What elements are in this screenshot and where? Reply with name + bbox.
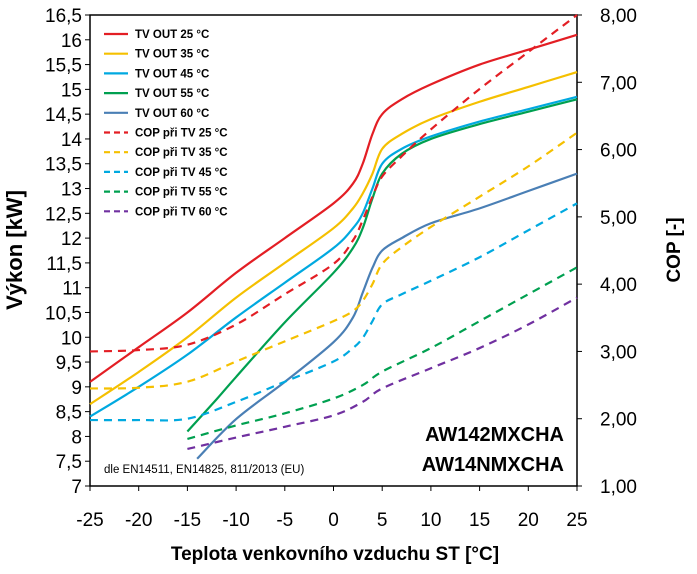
y-right-tick-label: 4,00 (600, 275, 637, 296)
x-axis-ticks: -25 -20 -15 -10 -5 0 5 10 15 20 25 (76, 486, 588, 531)
legend: TV OUT 25 °C TV OUT 35 °C TV OUT 45 °C TV O… (104, 29, 228, 218)
x-tick-label: 10 (420, 510, 441, 531)
y-right-tick-label: 1,00 (600, 477, 637, 498)
y-left-tick-label: 14 (61, 130, 83, 151)
legend-label: COP při TV 60 °C (135, 206, 228, 218)
y-right-tick-label: 3,00 (600, 342, 637, 363)
legend-label: COP při TV 25 °C (135, 128, 228, 140)
y-left-axis-title: Výkon [kW] (2, 190, 27, 310)
series-line-1 (89, 33, 578, 383)
x-tick-label: -15 (174, 510, 201, 531)
series-line-2 (89, 70, 578, 406)
y-right-axis-title: COP [-] (664, 217, 685, 282)
legend-label: TV OUT 60 °C (135, 108, 209, 120)
series-line-7 (89, 131, 578, 390)
series-line-8 (89, 202, 578, 422)
model-label-1: AW142MXCHA (425, 424, 564, 446)
legend-label: COP při TV 55 °C (135, 187, 228, 199)
y-right-tick-label: 8,00 (600, 6, 637, 27)
x-tick-label: 20 (518, 510, 539, 531)
series-line-10 (187, 296, 578, 451)
y-left-tick-label: 15,5 (45, 56, 82, 77)
plot-area (89, 14, 578, 487)
series-line-9 (187, 266, 578, 440)
y-left-tick-label: 14,5 (45, 105, 82, 126)
y-left-tick-label: 10 (61, 328, 82, 349)
x-tick-label: -5 (276, 510, 293, 531)
y-left-tick-label: 12 (61, 229, 82, 250)
x-tick-label: -20 (125, 510, 152, 531)
legend-label: COP při TV 45 °C (135, 167, 228, 179)
y-left-tick-label: 7,5 (56, 452, 82, 473)
y-right-tick-label: 6,00 (600, 141, 637, 162)
legend-label: COP při TV 35 °C (135, 147, 228, 159)
right-axis-ticks: 1,00 2,00 3,00 4,00 5,00 6,00 7,00 8,00 (577, 6, 637, 498)
left-axis-ticks: 7 7,5 8 8,5 9 9,5 10 10,5 11 11,5 12 12,5 13 13,5 14 14… (45, 6, 90, 498)
y-right-tick-label: 2,00 (600, 410, 637, 431)
legend-label: TV OUT 35 °C (135, 49, 209, 61)
y-left-tick-label: 8 (71, 427, 82, 448)
series-line-4 (186, 98, 578, 433)
legend-label: TV OUT 45 °C (135, 68, 209, 80)
model-label-2: AW14NMXCHA (422, 454, 564, 476)
y-left-tick-label: 16 (61, 31, 82, 52)
y-left-tick-label: 13,5 (45, 155, 82, 176)
series-line-3 (89, 95, 578, 418)
x-tick-label: 15 (469, 510, 490, 531)
series-line-6 (89, 14, 578, 353)
y-left-tick-label: 16,5 (45, 6, 82, 27)
x-tick-label: -10 (222, 510, 249, 531)
y-left-tick-label: 7 (71, 477, 82, 498)
y-left-tick-label: 11,5 (46, 254, 82, 275)
x-tick-label: 5 (377, 510, 388, 531)
y-left-tick-label: 10,5 (45, 303, 82, 324)
legend-label: TV OUT 25 °C (135, 29, 209, 41)
y-right-tick-label: 7,00 (600, 73, 637, 94)
x-tick-label: -25 (76, 510, 103, 531)
series-layer (89, 14, 578, 460)
standards-note: dle EN14511, EN14825, 811/2013 (EU) (104, 464, 304, 476)
legend-label: TV OUT 55 °C (135, 88, 209, 100)
y-left-tick-label: 13 (61, 180, 82, 201)
y-left-tick-label: 15 (61, 80, 82, 101)
y-left-tick-label: 8,5 (56, 403, 82, 424)
y-left-tick-label: 9 (71, 378, 82, 399)
x-tick-label: 25 (566, 510, 587, 531)
y-left-tick-label: 9,5 (56, 353, 82, 374)
y-right-tick-label: 5,00 (600, 208, 637, 229)
x-tick-label: 0 (328, 510, 339, 531)
y-left-tick-label: 11 (62, 279, 82, 300)
x-axis-title: Teplota venkovního vzduchu ST [°C] (171, 544, 499, 565)
y-left-tick-label: 12,5 (45, 204, 82, 225)
